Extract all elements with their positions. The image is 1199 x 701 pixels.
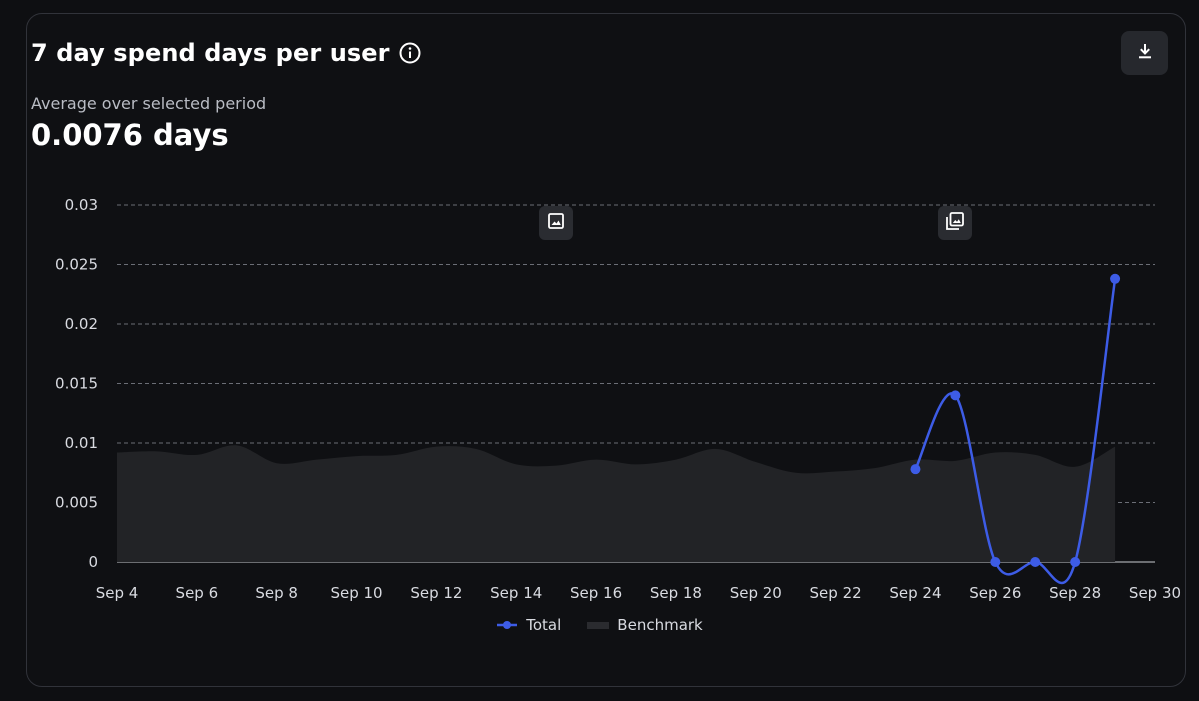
y-tick-label: 0.01 <box>65 434 98 452</box>
total-line-layer <box>910 273 1121 585</box>
benchmark-area-layer <box>117 445 1116 562</box>
x-tick-label: Sep 24 <box>889 584 941 602</box>
x-tick-label: Sep 4 <box>96 584 139 602</box>
total-data-point[interactable] <box>910 464 921 475</box>
x-tick-label: Sep 10 <box>330 584 382 602</box>
info-circle-icon[interactable] <box>399 42 421 64</box>
total-data-point[interactable] <box>1030 557 1041 567</box>
chart-title: 7 day spend days per user <box>31 39 390 67</box>
x-tick-label: Sep 6 <box>176 584 219 602</box>
y-tick-label: 0.005 <box>55 494 98 512</box>
x-tick-label: Sep 16 <box>570 584 622 602</box>
download-icon <box>1136 42 1154 64</box>
legend-item-benchmark[interactable]: Benchmark <box>587 616 703 634</box>
x-tick-label: Sep 18 <box>650 584 702 602</box>
benchmark-area <box>117 445 1116 562</box>
y-tick-label: 0.015 <box>55 375 98 393</box>
image-icon <box>547 212 565 234</box>
x-tick-label: Sep 30 <box>1129 584 1181 602</box>
x-tick-label: Sep 28 <box>1049 584 1101 602</box>
axis-layer: 0 0.005 0.01 0.015 0.02 0.025 0.03 Sep 4 Sep 6 Se… <box>55 196 1181 602</box>
download-button[interactable] <box>1121 31 1168 75</box>
x-tick-label: Sep 14 <box>490 584 542 602</box>
x-tick-label: Sep 22 <box>810 584 862 602</box>
legend-item-total[interactable]: Total <box>496 616 561 634</box>
benchmark-legend-swatch <box>587 622 610 629</box>
summary-label: Average over selected period <box>31 94 267 113</box>
total-data-point[interactable] <box>1070 557 1081 567</box>
legend-label-total: Total <box>526 616 562 634</box>
x-tick-label: Sep 8 <box>255 584 298 602</box>
total-data-point[interactable] <box>1110 273 1121 284</box>
legend-label-benchmark: Benchmark <box>617 616 703 634</box>
total-legend-swatch <box>497 621 518 629</box>
title-row: 7 day spend days per user <box>31 39 421 67</box>
y-tick-label: 0.03 <box>65 196 98 214</box>
image-stack-icon <box>945 211 965 235</box>
annotation-marker-image-stack[interactable] <box>938 206 973 240</box>
x-tick-label: Sep 20 <box>730 584 782 602</box>
chart-card <box>26 13 1186 687</box>
total-data-point[interactable] <box>990 557 1001 567</box>
summary-value: 0.0076 days <box>31 118 229 152</box>
annotation-marker-image[interactable] <box>539 206 574 240</box>
x-tick-label: Sep 12 <box>410 584 462 602</box>
chart-legend: Total Benchmark <box>0 616 1199 634</box>
y-tick-label: 0.025 <box>55 256 98 274</box>
total-data-point[interactable] <box>950 390 961 401</box>
y-tick-label: 0 <box>88 553 98 571</box>
x-tick-label: Sep 26 <box>969 584 1021 602</box>
y-tick-label: 0.02 <box>65 315 98 333</box>
